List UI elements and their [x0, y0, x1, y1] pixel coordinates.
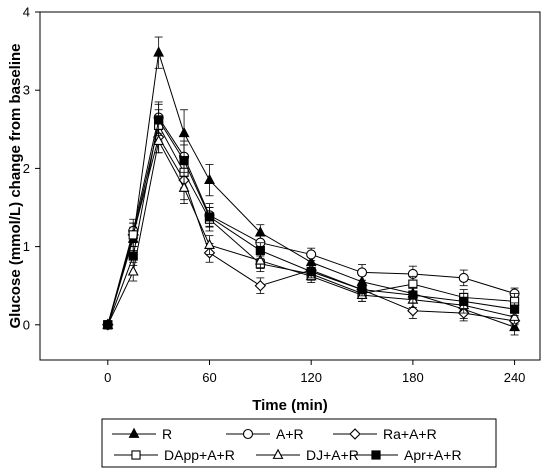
data-point [306, 267, 316, 277]
x-tick-label: 60 [202, 370, 216, 385]
data-point [127, 265, 139, 276]
data-point [153, 46, 165, 57]
legend-marker [272, 448, 284, 459]
legend-item: R [112, 426, 172, 442]
legend-label: DApp+A+R [164, 447, 235, 463]
data-point [204, 238, 215, 249]
x-tick-label: 240 [504, 370, 526, 385]
series-dapp-a-r [103, 109, 520, 330]
data-point [357, 285, 367, 295]
series-dj-a-r [102, 128, 520, 329]
data-point [254, 279, 267, 292]
x-tick-label: 0 [104, 370, 111, 385]
data-point [458, 272, 469, 283]
data-point [459, 296, 469, 306]
y-tick-label: 0 [23, 317, 30, 332]
legend-marker [131, 450, 141, 460]
data-point [103, 320, 113, 330]
series-line [107, 118, 515, 325]
series-line [107, 135, 515, 325]
data-point [356, 267, 368, 278]
y-axis-title: Glucose (mmol/L) change from baseline [7, 43, 24, 328]
legend-label: DJ+A+R [306, 447, 359, 463]
data-point [153, 134, 165, 145]
legend-item: A+R [226, 426, 304, 442]
series-layer [102, 36, 521, 336]
data-point [204, 173, 215, 185]
legend-item: DApp+A+R [114, 447, 235, 463]
y-tick-label: 4 [23, 5, 30, 20]
data-point [509, 304, 520, 314]
x-tick-label: 120 [300, 370, 322, 385]
plot-frame [39, 11, 541, 361]
x-axis-title: Time (min) [252, 397, 328, 414]
data-point [407, 305, 419, 317]
y-axis: 0 1 2 3 4 [23, 5, 40, 332]
data-point [306, 249, 317, 260]
legend-item: Apr+A+R [354, 447, 462, 463]
y-tick-label: 2 [23, 161, 30, 176]
y-tick-label: 1 [23, 239, 30, 254]
data-point [204, 212, 215, 222]
data-point [255, 245, 265, 256]
legend-item: Ra+A+R [333, 426, 437, 442]
legend-label: A+R [276, 426, 304, 442]
data-point [178, 126, 190, 138]
series-apr-a-r [103, 103, 520, 330]
data-point [408, 290, 418, 300]
data-point [128, 251, 138, 261]
x-tick-label: 180 [402, 370, 424, 385]
legend-marker [349, 428, 361, 440]
series-line [107, 116, 515, 325]
x-axis: 0 60 120 180 240 [104, 360, 525, 385]
legend-marker [371, 450, 381, 460]
legend-label: R [162, 426, 172, 442]
legend-box [101, 418, 497, 468]
data-point [179, 155, 189, 166]
legend-label: Ra+A+R [383, 426, 437, 442]
series-line [107, 52, 515, 328]
series-r [102, 36, 520, 336]
data-point [154, 115, 164, 125]
data-point [254, 254, 266, 265]
y-tick-label: 3 [23, 83, 30, 98]
data-point [128, 230, 138, 240]
data-point [178, 181, 190, 192]
legend-marker [242, 428, 254, 440]
data-point [509, 310, 520, 321]
legend-label: Apr+A+R [404, 447, 462, 463]
legend-marker [128, 427, 140, 438]
series-line [107, 139, 515, 326]
legend-item: DJ+A+R [256, 447, 359, 463]
legend: R A+R Ra+A+R DApp+A+R DJ+A+R Apr+A+R [112, 426, 462, 463]
